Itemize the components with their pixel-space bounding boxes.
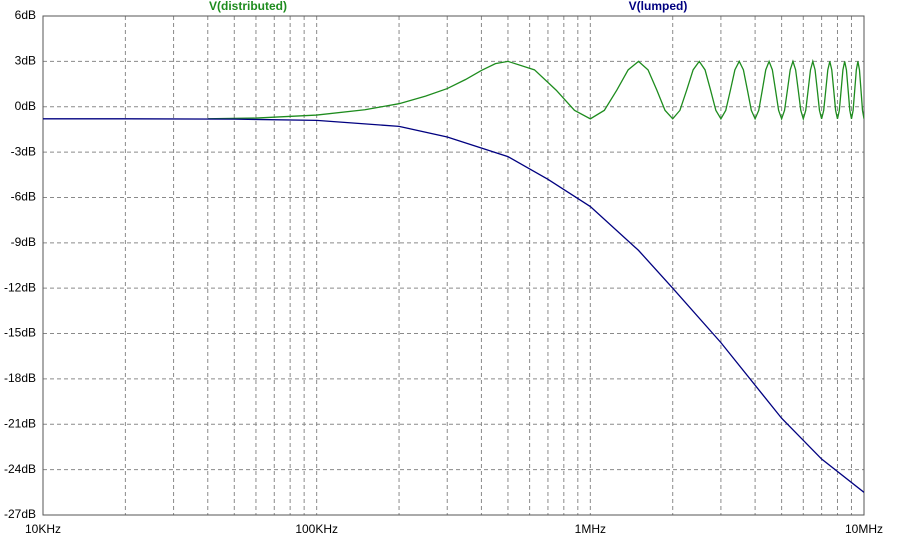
y-tick-label: -15dB	[4, 326, 36, 340]
y-tick-label: -24dB	[4, 462, 36, 476]
y-tick-label: 6dB	[15, 8, 36, 22]
legend-label: V(distributed)	[209, 0, 287, 13]
y-tick-label: -6dB	[11, 190, 36, 204]
data-line	[43, 118, 864, 493]
y-tick-label: -21dB	[4, 416, 36, 430]
y-tick-label: -12dB	[4, 280, 36, 294]
y-tick-label: -3dB	[11, 144, 36, 158]
x-tick-label: 10KHz	[25, 522, 61, 536]
data-line	[207, 58, 864, 122]
y-tick-label: 3dB	[15, 54, 36, 68]
x-tick-label: 100KHz	[295, 522, 338, 536]
x-tick-label: 10MHz	[845, 522, 883, 536]
y-tick-label: -27dB	[4, 507, 36, 521]
y-tick-label: 0dB	[15, 99, 36, 113]
y-tick-label: -9dB	[11, 235, 36, 249]
y-tick-label: -18dB	[4, 371, 36, 385]
x-tick-label: 1MHz	[575, 522, 606, 536]
plot-frame	[42, 15, 865, 516]
legend-label: V(lumped)	[629, 0, 688, 13]
